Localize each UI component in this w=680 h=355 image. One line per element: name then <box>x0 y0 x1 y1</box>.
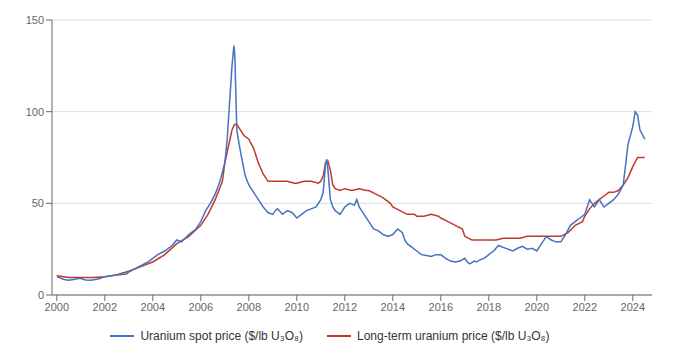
svg-text:100: 100 <box>26 106 44 118</box>
svg-text:2024: 2024 <box>621 301 645 313</box>
html-text:Uranium spot price ($/lb U₃O₈): Uranium spot price ($/lb U₃O₈) <box>140 329 303 343</box>
svg-text:150: 150 <box>26 14 44 26</box>
svg-text:2012: 2012 <box>333 301 357 313</box>
svg-text:2014: 2014 <box>381 301 405 313</box>
html-text:Long-term uranium price ($/lb: Long-term uranium price ($/lb U₃O₈) <box>357 329 550 343</box>
svg-text:2004: 2004 <box>141 301 165 313</box>
svg-text:2010: 2010 <box>285 301 309 313</box>
svg-text:2008: 2008 <box>237 301 261 313</box>
svg-text:2016: 2016 <box>429 301 453 313</box>
svg-text:2020: 2020 <box>525 301 549 313</box>
svg-text:2018: 2018 <box>477 301 501 313</box>
svg-text:0: 0 <box>38 289 44 301</box>
svg-text:2002: 2002 <box>93 301 117 313</box>
svg-text:2000: 2000 <box>45 301 69 313</box>
svg-text:50: 50 <box>32 197 44 209</box>
svg-text:2006: 2006 <box>189 301 213 313</box>
svg-text:2022: 2022 <box>573 301 597 313</box>
